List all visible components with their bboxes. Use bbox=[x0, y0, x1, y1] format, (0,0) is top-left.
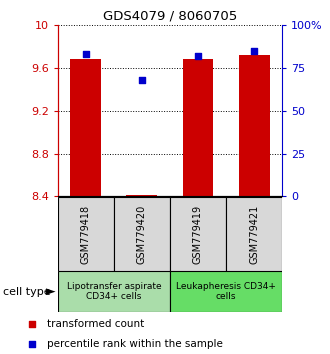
Text: percentile rank within the sample: percentile rank within the sample bbox=[47, 339, 223, 349]
Point bbox=[29, 321, 34, 327]
Text: GSM779419: GSM779419 bbox=[193, 204, 203, 264]
Point bbox=[139, 77, 145, 82]
Bar bbox=[70, 59, 101, 196]
Bar bbox=[58, 271, 170, 312]
Bar bbox=[182, 59, 214, 196]
Bar bbox=[58, 197, 114, 271]
Bar bbox=[114, 197, 170, 271]
Bar bbox=[239, 55, 270, 196]
Title: GDS4079 / 8060705: GDS4079 / 8060705 bbox=[103, 9, 237, 22]
Text: transformed count: transformed count bbox=[47, 319, 144, 329]
Bar bbox=[226, 197, 282, 271]
Bar bbox=[126, 195, 157, 196]
Point bbox=[29, 341, 34, 347]
Text: Leukapheresis CD34+
cells: Leukapheresis CD34+ cells bbox=[176, 282, 276, 301]
Text: ►: ► bbox=[46, 285, 56, 298]
Text: GSM779421: GSM779421 bbox=[249, 204, 259, 264]
Text: Lipotransfer aspirate
CD34+ cells: Lipotransfer aspirate CD34+ cells bbox=[67, 282, 161, 301]
Point bbox=[83, 51, 88, 57]
Point bbox=[251, 48, 257, 53]
Text: GSM779418: GSM779418 bbox=[81, 204, 91, 264]
Text: GSM779420: GSM779420 bbox=[137, 204, 147, 264]
Point bbox=[195, 53, 201, 58]
Text: cell type: cell type bbox=[3, 286, 51, 297]
Bar bbox=[170, 197, 226, 271]
Bar bbox=[170, 271, 282, 312]
